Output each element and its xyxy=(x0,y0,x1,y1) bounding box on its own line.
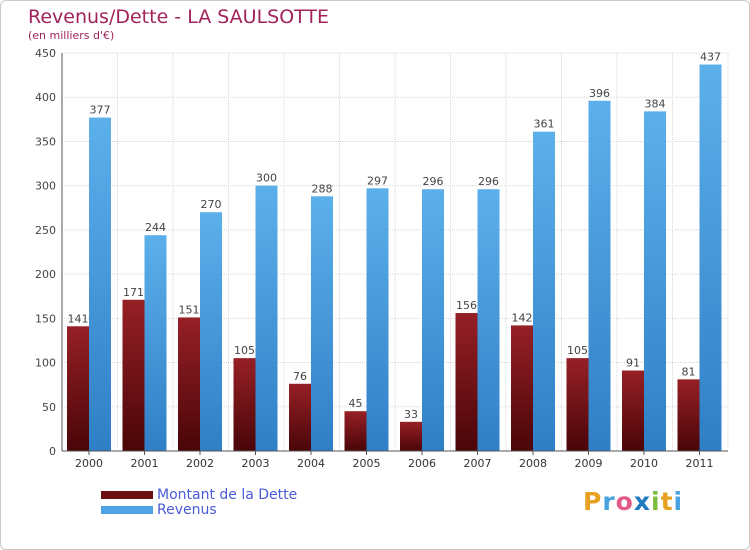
bar-revenus xyxy=(144,235,167,451)
y-tick-label: 300 xyxy=(35,180,56,193)
data-label-dette: 105 xyxy=(234,344,255,357)
bar-dette xyxy=(455,313,478,451)
y-tick-label: 200 xyxy=(35,268,56,281)
data-label-dette: 45 xyxy=(349,397,363,410)
data-label-revenus: 297 xyxy=(367,174,388,187)
data-label-revenus: 437 xyxy=(700,50,721,63)
bar-revenus xyxy=(699,64,722,451)
data-label-revenus: 384 xyxy=(645,97,666,110)
y-tick-label: 400 xyxy=(35,91,56,104)
x-tick-label: 2000 xyxy=(75,457,103,470)
bar-dette xyxy=(289,383,311,451)
bar-revenus xyxy=(255,185,278,451)
legend-swatch-dette xyxy=(101,491,153,499)
data-label-revenus: 296 xyxy=(478,175,499,188)
bar-dette xyxy=(622,370,644,451)
y-tick-label: 0 xyxy=(49,445,56,458)
data-label-revenus: 270 xyxy=(201,198,222,211)
y-tick-label: 100 xyxy=(35,357,56,370)
bar-revenus xyxy=(422,189,444,451)
data-label-dette: 151 xyxy=(179,303,200,316)
x-tick-label: 2006 xyxy=(408,457,436,470)
bar-dette xyxy=(233,358,256,451)
data-label-dette: 105 xyxy=(567,344,588,357)
data-label-revenus: 377 xyxy=(90,104,111,117)
data-label-dette: 91 xyxy=(626,357,640,370)
bar-revenus xyxy=(588,100,611,451)
logo-letter: x xyxy=(633,487,651,516)
data-labels: 141 377 171 244 151 270 105 300 76 288 45 297 33 296 1… xyxy=(68,50,722,420)
axes: 0 50 100 150 200 250 300 350 400 450 2000 2001 2002 2… xyxy=(35,47,728,470)
y-tick-label: 50 xyxy=(42,401,56,414)
bar-revenus xyxy=(311,196,333,451)
logo-letter: t xyxy=(660,487,674,516)
proxiti-logo: Proxiti xyxy=(583,487,683,516)
data-label-dette: 33 xyxy=(404,408,418,421)
legend-label-revenus: Revenus xyxy=(157,502,217,518)
data-label-revenus: 288 xyxy=(312,182,333,195)
data-label-dette: 142 xyxy=(512,311,533,324)
bar-dette xyxy=(122,299,145,451)
data-label-revenus: 396 xyxy=(589,87,610,100)
logo-letter: P xyxy=(583,487,603,516)
data-label-revenus: 361 xyxy=(534,118,555,131)
data-label-dette: 76 xyxy=(293,370,307,383)
data-label-revenus: 300 xyxy=(256,172,277,185)
bar-dette xyxy=(67,326,89,451)
bar-revenus xyxy=(477,189,500,451)
bar-dette xyxy=(178,317,200,451)
legend-swatch-revenus xyxy=(101,506,153,514)
bar-dette xyxy=(511,325,533,451)
x-tick-label: 2002 xyxy=(186,457,214,470)
bar-dette xyxy=(344,411,367,451)
x-tick-label: 2011 xyxy=(686,457,714,470)
data-label-revenus: 244 xyxy=(145,221,166,234)
y-tick-label: 150 xyxy=(35,312,56,325)
x-tick-label: 2008 xyxy=(519,457,547,470)
y-tick-label: 450 xyxy=(35,47,56,60)
bar-dette xyxy=(566,358,589,451)
logo-letter: i xyxy=(651,487,661,516)
bar-revenus xyxy=(533,131,555,451)
x-tick-label: 2009 xyxy=(575,457,603,470)
data-label-dette: 81 xyxy=(682,365,696,378)
x-tick-label: 2004 xyxy=(297,457,325,470)
bars xyxy=(67,64,722,451)
bar-dette xyxy=(400,421,422,451)
y-tick-label: 350 xyxy=(35,135,56,148)
x-tick-label: 2005 xyxy=(353,457,381,470)
bar-revenus xyxy=(89,117,111,451)
logo-letter: r xyxy=(602,487,616,516)
bar-dette xyxy=(677,379,700,451)
x-tick-label: 2010 xyxy=(630,457,658,470)
data-label-dette: 171 xyxy=(123,286,144,299)
x-tick-label: 2007 xyxy=(464,457,492,470)
data-label-revenus: 296 xyxy=(423,175,444,188)
data-label-dette: 156 xyxy=(456,299,477,312)
logo-letter: i xyxy=(673,487,684,516)
legend-label-dette: Montant de la Dette xyxy=(157,487,298,503)
y-tick-label: 250 xyxy=(35,224,56,237)
x-tick-label: 2003 xyxy=(242,457,270,470)
chart-subtitle: (en milliers d'€) xyxy=(28,29,115,42)
logo-letter: o xyxy=(615,487,634,516)
bar-revenus xyxy=(644,111,666,451)
chart-title: Revenus/Dette - LA SAULSOTTE xyxy=(28,6,330,28)
bar-revenus xyxy=(366,188,389,451)
x-tick-label: 2001 xyxy=(131,457,159,470)
data-label-dette: 141 xyxy=(68,312,89,325)
bar-revenus xyxy=(200,212,222,451)
